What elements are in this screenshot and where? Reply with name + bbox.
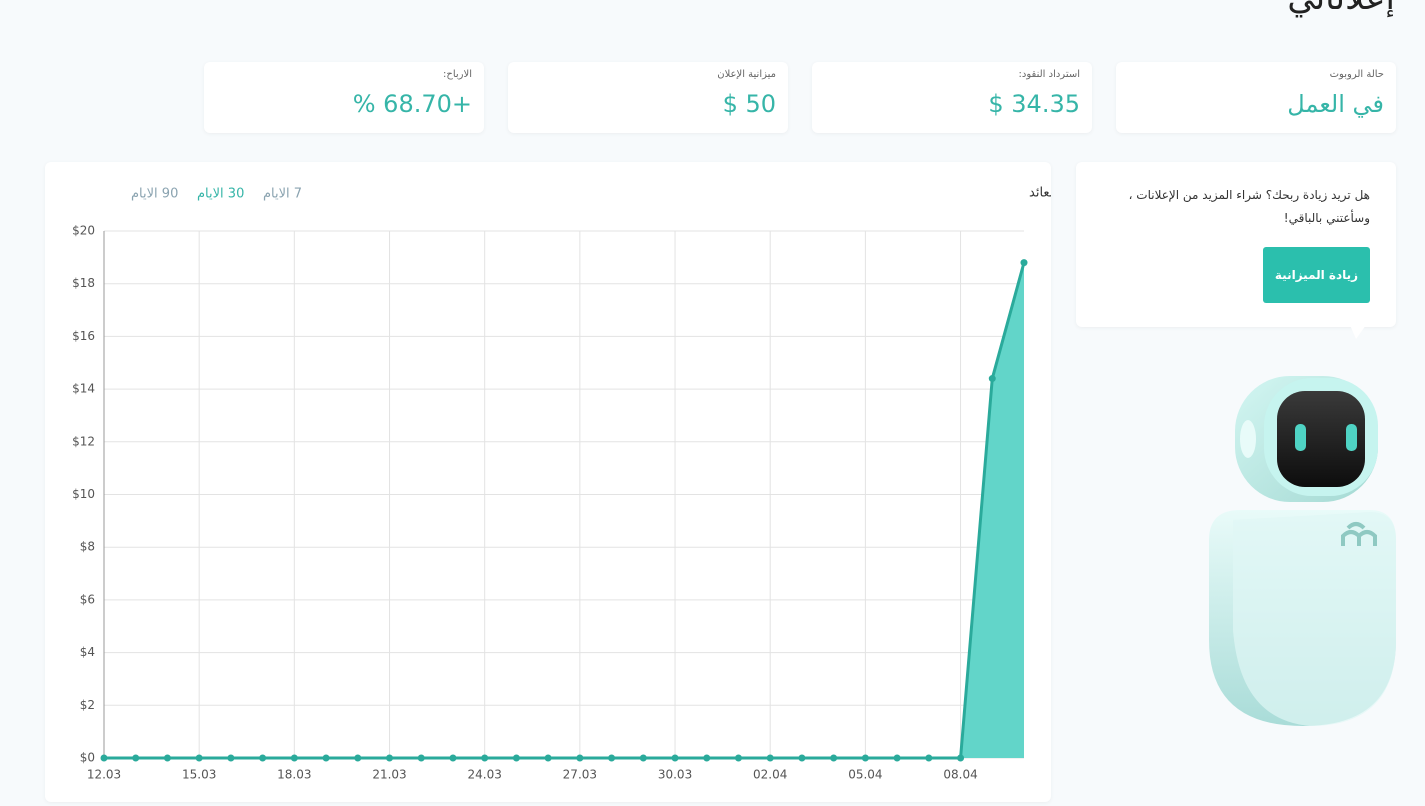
area: [104, 262, 1024, 758]
x-tick-label: 21.03: [372, 768, 406, 782]
point: [386, 754, 394, 762]
robot-illustration: [1209, 376, 1396, 726]
point: [481, 754, 489, 762]
point: [259, 754, 267, 762]
chart-card: مخطط العائد 90 الايام 30 الايام 7 الايام $0…: [45, 162, 1100, 802]
stat-value: $ 50: [722, 90, 776, 118]
range-option[interactable]: 30 الايام: [197, 187, 244, 202]
page: إعلاناتي حالة الروبوت في العمل استرداد الن…: [72, 0, 1396, 782]
y-tick-label: $4: [80, 645, 95, 659]
point: [322, 754, 330, 762]
point: [671, 754, 679, 762]
y-tick-label: $18: [72, 276, 95, 290]
stat-value: $ 34.35: [988, 90, 1080, 118]
x-tick-label: 18.03: [277, 768, 311, 782]
range-option[interactable]: 90 الايام: [131, 187, 178, 202]
chart-title: مخطط العائد: [1029, 186, 1051, 201]
point: [861, 754, 869, 762]
y-tick-label: $20: [72, 224, 95, 238]
stat-label: الارباح:: [443, 69, 472, 80]
point: [417, 754, 425, 762]
y-tick-label: $6: [80, 592, 95, 606]
x-tick-label: 05.04: [848, 768, 882, 782]
bubble-tail: [1350, 325, 1366, 339]
y-tick-label: $0: [80, 751, 95, 765]
y-tick-label: $2: [80, 698, 95, 712]
stat-label: استرداد النقود:: [1018, 69, 1080, 80]
stat-label: ميزانية الإعلان: [717, 69, 776, 80]
point: [227, 754, 235, 762]
x-tick-label: 27.03: [563, 768, 597, 782]
x-tick-label: 15.03: [182, 768, 216, 782]
point: [957, 754, 965, 762]
range-option[interactable]: 7 الايام: [263, 187, 302, 202]
point: [830, 754, 838, 762]
y-tick-label: $10: [72, 487, 95, 501]
point: [766, 754, 774, 762]
x-tick-label: 24.03: [468, 768, 502, 782]
point: [163, 754, 171, 762]
point: [544, 754, 552, 762]
point: [290, 754, 298, 762]
point: [893, 754, 901, 762]
line: [104, 262, 1026, 760]
point: [734, 754, 742, 762]
stat-value: في العمل: [1287, 90, 1384, 118]
point: [639, 754, 647, 762]
point: [703, 754, 711, 762]
point: [354, 754, 362, 762]
x-tick-label: 30.03: [658, 768, 692, 782]
x-tick-label: 12.03: [87, 768, 121, 782]
increase-budget-button[interactable]: زيادة الميزانية: [1263, 247, 1370, 303]
point: [925, 754, 933, 762]
stat-label: حالة الروبوت: [1329, 69, 1384, 80]
point: [195, 754, 203, 762]
x-tick-label: 02.04: [753, 768, 787, 782]
y-tick-label: $12: [72, 434, 95, 448]
stat-card: حالة الروبوت في العمل: [1116, 62, 1396, 133]
stat-card: ميزانية الإعلان $ 50: [508, 62, 788, 133]
point: [512, 754, 520, 762]
stat-card: الارباح: % 68.70+: [204, 62, 484, 133]
stats-row: حالة الروبوت في العمل استرداد النقود: $ 34.…: [204, 62, 1396, 133]
y-tick-label: $8: [80, 540, 95, 554]
x-tick-label: 08.04: [943, 768, 977, 782]
chart: مخطط العائد 90 الايام 30 الايام 7 الايام $0…: [72, 186, 1100, 782]
promo-card: هل تريد زيادة ربحك؟ شراء المزيد من الإعل…: [1076, 162, 1396, 327]
point: [798, 754, 806, 762]
promo-text: هل تريد زيادة ربحك؟ شراء المزيد من الإعل…: [1128, 188, 1370, 225]
point: [608, 754, 616, 762]
stat-card: استرداد النقود: $ 34.35: [812, 62, 1092, 133]
point: [449, 754, 457, 762]
point: [132, 754, 140, 762]
stat-value: % 68.70+: [352, 90, 472, 118]
point: [100, 754, 108, 762]
point: [1020, 259, 1028, 267]
y-tick-label: $14: [72, 382, 95, 396]
point: [988, 375, 996, 383]
y-tick-label: $16: [72, 329, 95, 343]
point: [576, 754, 584, 762]
page-title: إعلاناتي: [1287, 0, 1395, 18]
